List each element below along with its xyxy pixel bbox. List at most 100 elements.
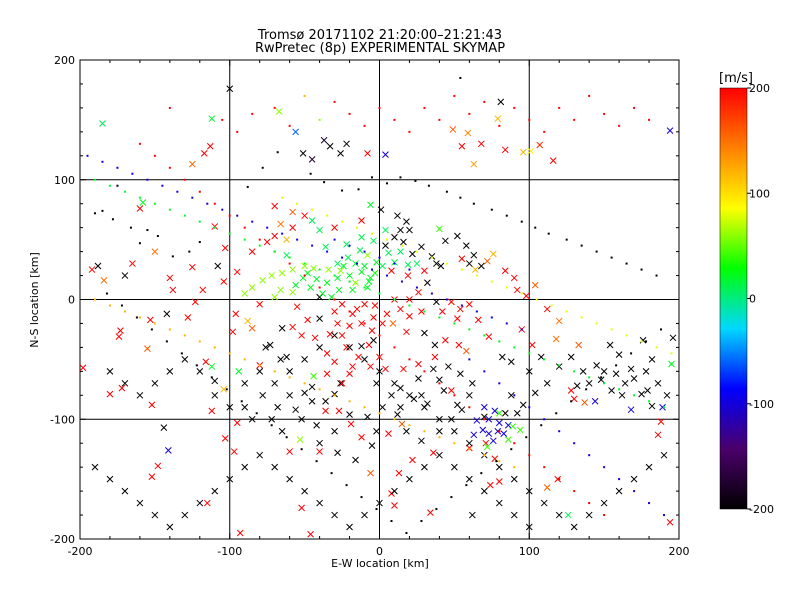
dot-marker [580,244,583,247]
dot-marker [648,400,651,403]
cross-marker [495,499,503,507]
dot-marker [393,298,396,301]
cross-marker [211,223,219,230]
cross-marker [398,420,406,428]
cross-marker [232,310,240,318]
cross-marker [275,108,283,115]
cross-marker [364,150,371,157]
cross-marker [106,475,114,483]
dot-marker [495,460,498,463]
cross-marker [397,384,404,392]
cross-marker [525,523,533,531]
dot-marker [341,189,344,192]
cross-marker [316,315,323,323]
cross-marker [292,406,299,414]
cross-marker [208,407,216,415]
dot-marker [288,376,291,379]
cross-marker [575,341,583,349]
cross-marker [424,279,431,287]
dot-marker [472,202,475,205]
cross-marker [367,274,374,282]
cross-marker [382,242,389,249]
cross-marker [271,379,279,387]
cross-marker [164,447,172,454]
cross-marker [445,363,452,370]
dot-marker [420,520,423,523]
dot-marker [246,185,249,188]
cross-marker [627,406,635,414]
dot-marker [513,346,516,349]
cross-marker [301,389,308,397]
dot-marker [543,130,546,133]
cross-marker [388,267,395,275]
cross-marker [618,391,626,399]
cross-marker [259,391,267,399]
y-tick-label: 100 [54,174,75,187]
dot-marker [498,430,501,433]
cross-marker [233,419,241,427]
y-tick-label: 0 [68,294,75,307]
cross-marker [510,274,518,282]
dot-marker [266,226,269,229]
cross-marker [463,242,470,249]
cross-marker [406,312,413,320]
dot-marker [438,118,441,121]
dot-marker [378,412,381,415]
dot-marker [371,268,374,271]
dot-marker [315,460,318,463]
cross-marker [519,148,527,156]
cross-marker [448,415,455,423]
dot-marker [513,466,516,469]
dot-marker [183,214,186,217]
cross-marker [465,300,473,308]
cross-marker [570,523,578,531]
cross-marker [510,511,518,519]
dot-marker [555,412,558,415]
cross-marker [139,199,147,206]
dot-marker [258,238,261,241]
cross-marker [337,379,344,387]
colorbar-tick-label: 0 [749,293,756,306]
dot-marker [213,346,216,349]
cross-marker [355,353,362,361]
cross-marker [409,250,416,258]
cross-marker [121,487,129,495]
cross-marker [337,267,344,275]
cross-marker [256,300,264,308]
cross-marker [364,284,371,291]
dot-marker [468,406,471,409]
cross-marker [160,424,168,431]
cross-marker [406,226,413,234]
dot-marker [333,394,336,397]
dot-marker [300,448,303,451]
cross-marker [668,360,675,368]
dot-marker [453,394,456,397]
dot-marker [483,370,486,373]
cross-marker [296,436,304,443]
cross-marker [379,403,386,411]
cross-marker [528,341,536,349]
dot-marker [285,436,288,439]
dot-marker [498,340,501,343]
cross-marker [394,411,401,418]
dot-marker [408,358,411,361]
cross-marker [80,364,87,372]
cross-marker [289,224,296,232]
dot-marker [236,214,239,217]
dot-marker [183,178,186,181]
cross-marker [480,413,488,421]
colorbar [719,87,748,510]
cross-marker [203,499,211,507]
dot-marker [600,376,603,379]
cross-marker [486,481,494,489]
cross-marker [358,268,365,276]
cross-marker [88,266,96,273]
cross-marker [477,262,485,270]
cross-marker [552,335,560,343]
dot-marker [318,118,321,121]
cross-marker [322,243,329,251]
cross-marker [188,263,196,271]
cross-marker [648,402,656,410]
cross-marker [421,329,428,337]
dot-marker [105,292,108,295]
